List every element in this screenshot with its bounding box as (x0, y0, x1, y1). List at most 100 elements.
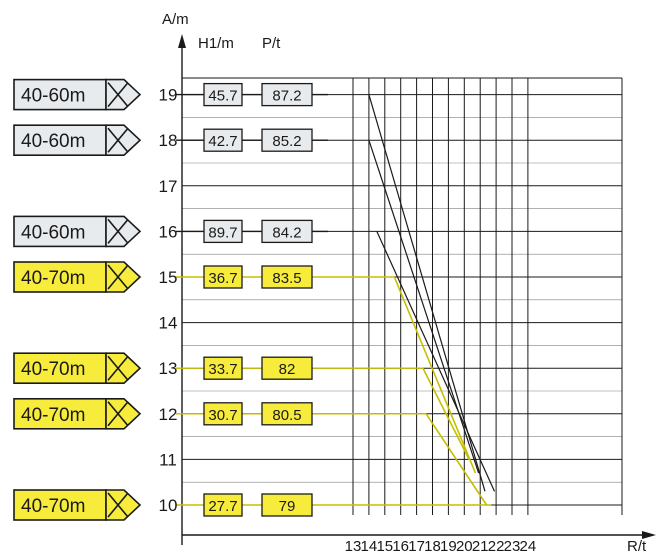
series-line (393, 276, 477, 474)
y-tick-label: 16 (159, 222, 178, 241)
tag-label: 40-60m (21, 131, 85, 152)
y-axis-unit: A/m (162, 11, 189, 28)
tag-box (13, 124, 107, 156)
series-line (368, 140, 480, 474)
p-value: 83.5 (272, 270, 301, 287)
x-tick-label: 20 (456, 538, 473, 555)
h1-box (203, 82, 243, 107)
y-tick-label: 19 (159, 86, 178, 105)
level-row: 42.7 85.2 40-60m (13, 124, 328, 156)
tag-box (13, 215, 107, 248)
h1-value: 45.7 (208, 88, 237, 105)
p-box (261, 82, 313, 107)
level-row: 30.7 80.5 40-70m (13, 397, 427, 430)
x-tick-label: 18 (424, 538, 441, 555)
level-row: 33.7 82 40-70m (13, 352, 423, 385)
p-value: 85.2 (272, 133, 301, 150)
tag-cross-b (107, 355, 129, 381)
tag-cross-b (107, 82, 129, 108)
h1-value: 33.7 (208, 361, 237, 378)
x-tick-label: 19 (440, 538, 457, 555)
x-tick-label: 16 (392, 538, 409, 555)
x-tick-label: 14 (361, 538, 378, 555)
h1-box (203, 219, 243, 244)
x-axis-unit: R/t (627, 538, 647, 555)
chart-rows: 45.7 87.2 40-60m 42.7 85.2 40-60m 89.7 84.2 40-6… (13, 78, 474, 521)
header-h1: H1/m (198, 35, 234, 52)
tag-box (13, 78, 107, 111)
x-tick-label: 23 (504, 538, 521, 555)
tag-arrow (105, 352, 142, 384)
tag-label: 40-70m (21, 359, 85, 380)
level-row: 27.7 79 40-70m (13, 489, 474, 521)
x-axis-arrow (642, 531, 656, 539)
header-p: P/t (262, 35, 281, 52)
x-tick-label: 17 (408, 538, 425, 555)
tag-arrow (105, 215, 142, 248)
h1-value: 27.7 (208, 498, 237, 515)
p-box (261, 402, 313, 426)
h1-value: 30.7 (208, 407, 237, 424)
y-tick-label: 10 (159, 496, 178, 515)
h1-box (203, 493, 243, 517)
h1-box (203, 356, 243, 380)
y-tick-label: 14 (159, 314, 178, 333)
h1-box (203, 402, 243, 426)
y-tick-label: 17 (159, 177, 178, 196)
y-tick-label: 11 (159, 450, 177, 469)
x-tick-label: 22 (488, 538, 505, 555)
p-box (261, 128, 313, 152)
chart-axes (178, 34, 656, 545)
chart-series (368, 94, 496, 506)
tag-arrow (105, 398, 142, 430)
p-value: 84.2 (272, 224, 301, 241)
h1-box (203, 265, 243, 289)
p-box (261, 356, 313, 380)
x-tick-label: 24 (520, 538, 537, 555)
level-row: 89.7 84.2 40-60m (13, 215, 328, 248)
chart-labels: A/mH1/m P/tR/t13 14 15 16 17 18 19 20 21 22 23 24101… (159, 11, 647, 555)
p-box (261, 219, 313, 244)
tag-arrow (105, 78, 142, 111)
level-row: 36.7 83.5 40-70m (13, 261, 395, 293)
y-tick-label: 15 (159, 268, 178, 287)
p-box (261, 265, 313, 289)
x-tick-label: 15 (376, 538, 393, 555)
y-tick-label: 18 (159, 131, 178, 150)
p-box (261, 493, 313, 517)
h1-value: 89.7 (208, 224, 237, 241)
p-value: 82 (279, 361, 296, 378)
tag-label: 40-70m (21, 268, 85, 289)
tag-arrow (105, 124, 142, 156)
tag-box (13, 352, 107, 385)
p-value: 80.5 (272, 407, 301, 424)
tag-arrow (105, 261, 142, 293)
tag-label: 40-70m (21, 496, 85, 517)
y-axis-arrow (178, 34, 186, 48)
h1-box (203, 128, 243, 152)
y-tick-label: 12 (159, 405, 178, 424)
h1-value: 42.7 (208, 133, 237, 150)
tag-label: 40-60m (21, 222, 85, 243)
series-line (425, 413, 488, 506)
tag-box (13, 489, 107, 521)
tag-box (13, 261, 107, 293)
tag-cross-b (107, 492, 129, 518)
p-value: 79 (279, 498, 296, 515)
tag-arrow (105, 489, 142, 521)
series-line (376, 231, 496, 492)
series-line (422, 367, 470, 460)
tag-cross-b (107, 218, 129, 244)
x-tick-label: 13 (345, 538, 362, 555)
h1-value: 36.7 (208, 270, 237, 287)
tag-box (13, 397, 107, 430)
x-tick-label: 21 (472, 538, 489, 555)
series-line (368, 94, 486, 492)
tag-cross-b (107, 264, 129, 290)
tag-cross-b (107, 401, 129, 427)
y-tick-label: 13 (159, 359, 178, 378)
tag-label: 40-60m (21, 86, 85, 107)
level-row: 45.7 87.2 40-60m (13, 78, 328, 111)
tag-label: 40-70m (21, 405, 85, 426)
